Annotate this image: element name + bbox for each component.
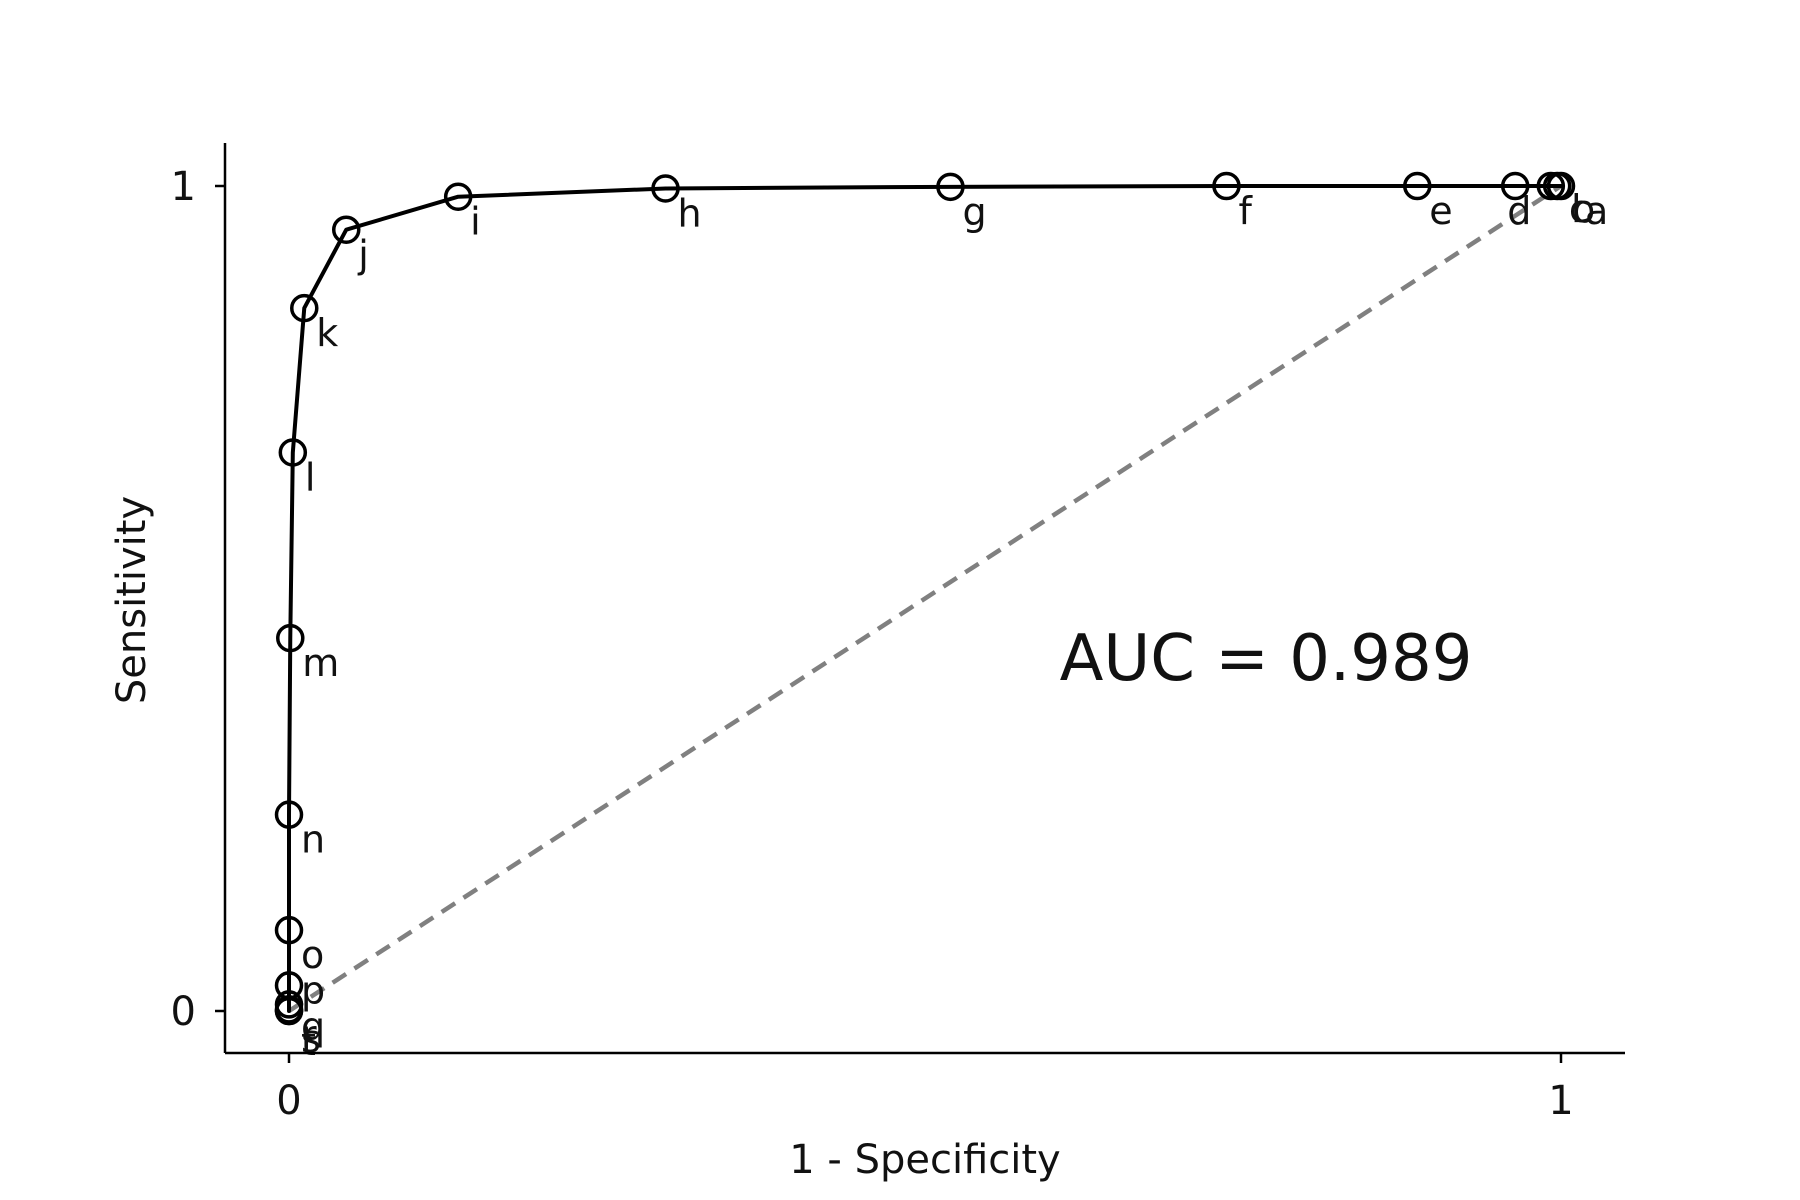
- x-axis-label: 1 - Specificity: [789, 1137, 1060, 1183]
- roc-point-n: [274, 800, 304, 829]
- roc-point-label-k: k: [316, 311, 338, 355]
- chance-diagonal-layer: [287, 184, 1563, 1013]
- roc-point-label-g: g: [962, 190, 986, 234]
- roc-point-l: [278, 438, 308, 467]
- y-tick-label-1: 1: [171, 164, 196, 210]
- roc-point-o: [274, 915, 304, 945]
- roc-point-label-h: h: [678, 191, 702, 235]
- roc-point-d: [1500, 171, 1530, 201]
- roc-point-label-o: o: [301, 933, 324, 977]
- roc-point-label-t: t: [301, 1020, 316, 1064]
- y-axis-label: Sensitivity: [109, 496, 155, 704]
- roc-point-h: [651, 174, 680, 203]
- roc-point-g: [936, 172, 965, 202]
- roc-point-label-i: i: [470, 200, 481, 244]
- roc-point-label-f: f: [1238, 189, 1253, 233]
- roc-point-label-e: e: [1429, 189, 1452, 233]
- y-tick-label-0: 0: [171, 989, 196, 1035]
- roc-point-label-m: m: [302, 641, 339, 685]
- roc-curve-line: [287, 184, 1563, 1013]
- roc-point-label-j: j: [357, 233, 369, 277]
- roc-point-t: [274, 996, 304, 1026]
- axes: [223, 143, 1625, 1055]
- roc-point-label-c: c: [1569, 187, 1590, 231]
- roc-curve-layer: [287, 184, 1563, 1013]
- roc-point-label-n: n: [301, 818, 325, 862]
- x-tick-label-1: 1: [1548, 1078, 1573, 1124]
- roc-point-c: [1536, 171, 1566, 201]
- auc-annotation: AUC = 0.989: [1060, 622, 1473, 696]
- roc-point-label-s: s: [301, 1017, 321, 1061]
- roc-marker-layer: [274, 171, 1576, 1026]
- roc-point-label-p: p: [301, 968, 325, 1012]
- roc-point-label-r: r: [301, 1012, 317, 1056]
- roc-point-label-a: a: [1585, 189, 1608, 233]
- roc-point-label-b: b: [1571, 187, 1595, 231]
- roc-point-k: [290, 293, 319, 323]
- roc-point-m: [276, 623, 305, 653]
- x-tick-label-0: 0: [276, 1078, 301, 1124]
- roc-point-label-d: d: [1507, 189, 1531, 233]
- tick-layer: 0 1 0 1: [171, 164, 1574, 1124]
- roc-point-label-q: q: [301, 1004, 325, 1048]
- roc-point-f: [1212, 171, 1241, 201]
- roc-point-e: [1403, 171, 1432, 201]
- roc-point-j: [331, 215, 361, 244]
- chance-diagonal-line: [287, 184, 1563, 1013]
- roc-point-label-l: l: [305, 455, 316, 499]
- roc-point-i: [443, 182, 473, 211]
